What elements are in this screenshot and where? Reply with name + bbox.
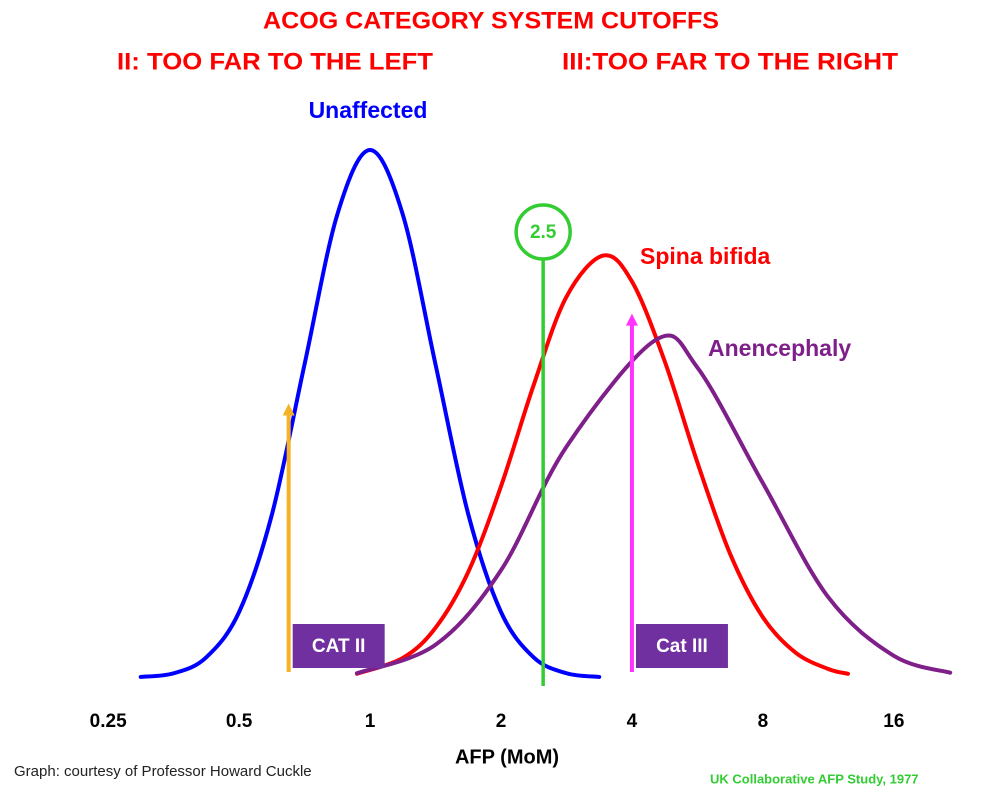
series-line <box>354 333 953 676</box>
cutoff-label: 2.5 <box>530 222 557 243</box>
chart-subtitle: III:TOO FAR TO THE RIGHT <box>562 48 898 75</box>
cutoff-badge <box>514 203 572 261</box>
series-label: Unaffected <box>309 97 428 123</box>
series-label: Spina bifida <box>640 243 771 269</box>
category-box <box>292 624 385 668</box>
x-tick-label: 1 <box>365 711 376 732</box>
x-tick-label: 8 <box>758 711 769 732</box>
x-tick-label: 0.25 <box>90 711 127 732</box>
arrow-head <box>625 313 638 326</box>
arrow-head <box>282 403 295 416</box>
category-box <box>635 624 728 668</box>
series-line <box>138 147 602 679</box>
series-line <box>354 253 850 676</box>
chart-title: ACOG CATEGORY SYSTEM CUTOFFS <box>263 7 719 34</box>
chart-subtitle: II: TOO FAR TO THE LEFT <box>117 48 433 75</box>
x-tick-label: 16 <box>883 711 904 732</box>
x-tick-label: 0.5 <box>226 711 253 732</box>
source: UK Collaborative AFP Study, 1977 <box>710 771 919 786</box>
category-label: CAT II <box>312 636 365 657</box>
x-tick-label: 4 <box>627 711 638 732</box>
x-axis-label: AFP (MoM) <box>455 746 559 768</box>
category-label: Cat III <box>656 636 708 657</box>
x-tick-label: 2 <box>496 711 507 732</box>
series-label: Anencephaly <box>708 335 851 361</box>
credit: Graph: courtesy of Professor Howard Cuck… <box>14 763 312 780</box>
